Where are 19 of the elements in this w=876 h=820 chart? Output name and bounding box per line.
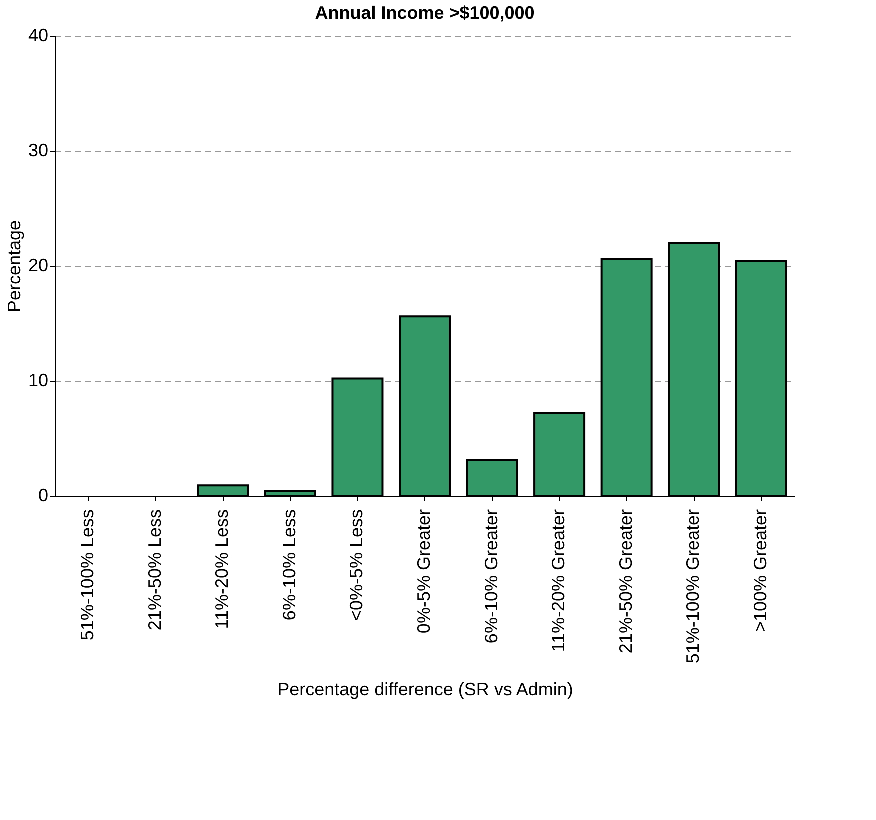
x-tick-label: 51%-100% Less xyxy=(78,510,98,641)
x-tick-label: 0%-5% Greater xyxy=(414,510,434,634)
y-tick-label: 0 xyxy=(38,486,48,506)
x-tick-label: 11%-20% Less xyxy=(212,510,232,630)
x-tick-label: 51%-100% Greater xyxy=(683,510,704,664)
y-tick-label: 30 xyxy=(28,140,48,160)
x-tick-label: <0%-5% Less xyxy=(346,510,367,622)
y-tick-label: 20 xyxy=(28,256,48,276)
x-tick-label: 21%-50% Less xyxy=(144,510,165,631)
x-tick-label: 11%-20% Greater xyxy=(548,509,569,652)
x-axis-title: Percentage difference (SR vs Admin) xyxy=(278,680,574,700)
y-axis-title: Percentage xyxy=(4,220,24,313)
x-tick-label: 21%-50% Greater xyxy=(616,510,636,654)
y-tick-label: 10 xyxy=(28,370,48,390)
y-tick-label: 40 xyxy=(28,26,48,46)
chart-title: Annual Income >$100,000 xyxy=(315,3,535,23)
x-tick-label: 6%-10% Greater xyxy=(481,509,502,644)
x-tick-label: >100% Greater xyxy=(750,510,770,632)
x-tick-label: 6%-10% Less xyxy=(279,510,300,621)
